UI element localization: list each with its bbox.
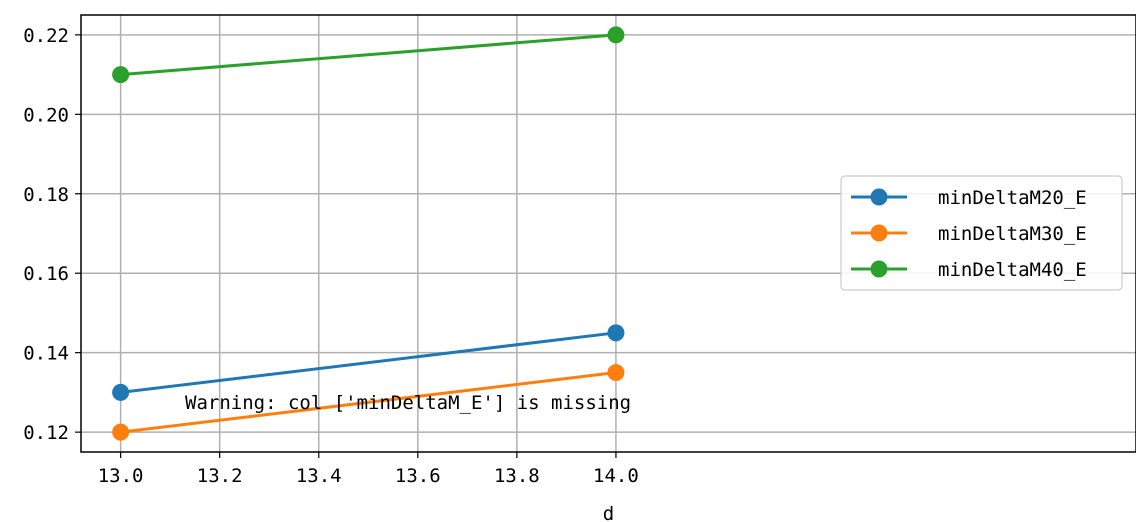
y-tick-label: 0.22 (23, 25, 69, 47)
x-tick-label: 13.4 (296, 465, 342, 487)
data-point (112, 383, 130, 401)
series-line (120, 331, 617, 394)
x-tick-label: 13.2 (197, 465, 243, 487)
data-point (112, 423, 130, 441)
x-tick-label: 13.6 (395, 465, 441, 487)
series-line (120, 33, 617, 77)
y-tick-label: 0.12 (23, 422, 69, 444)
legend-box (840, 175, 1123, 291)
x-tick-label: 13.8 (494, 465, 540, 487)
y-tick-label: 0.14 (23, 343, 69, 365)
y-tick-label: 0.16 (23, 263, 69, 285)
series-minDeltaM40_E (112, 26, 625, 84)
data-point (607, 364, 625, 382)
series-minDeltaM20_E (112, 324, 625, 401)
series-minDeltaM30_E (112, 364, 625, 441)
y-axis: 0.12 0.14 0.16 0.18 0.20 0.22 (23, 25, 81, 444)
legend-marker (870, 188, 888, 206)
data-point (112, 66, 130, 84)
x-tick-label: 14.0 (593, 465, 639, 487)
data-point (607, 26, 625, 44)
warning-annotation: Warning: col ['minDeltaM_E'] is missing (185, 392, 631, 414)
x-axis: 13.0 13.2 13.4 13.6 13.8 14.0 (98, 452, 639, 487)
legend-marker (870, 260, 888, 278)
y-tick-label: 0.18 (23, 184, 69, 206)
legend-label: minDeltaM20_E (938, 187, 1087, 209)
legend-label: minDeltaM30_E (938, 223, 1087, 245)
legend-item: minDeltaM20_E (851, 187, 1087, 209)
plot-frame (80, 14, 1136, 453)
x-axis-label: d (603, 503, 614, 522)
legend: minDeltaM20_E minDeltaM30_E minDeltaM40_E (840, 175, 1123, 291)
series-line (120, 371, 617, 434)
legend-label: minDeltaM40_E (938, 259, 1087, 281)
legend-item: minDeltaM40_E (851, 259, 1087, 281)
legend-item: minDeltaM30_E (851, 223, 1087, 245)
data-point (607, 324, 625, 342)
x-tick-label: 13.0 (98, 465, 144, 487)
y-tick-label: 0.20 (23, 104, 69, 126)
series-layer (112, 26, 625, 441)
legend-marker (870, 224, 888, 242)
